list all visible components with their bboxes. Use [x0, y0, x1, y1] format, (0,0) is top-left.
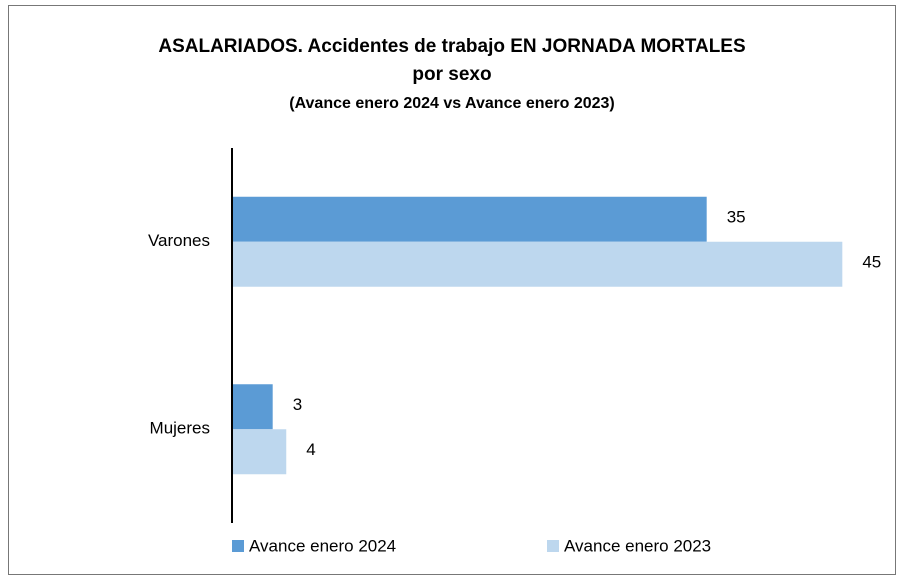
data-label: 45	[862, 253, 881, 272]
legend-label: Avance enero 2024	[249, 536, 396, 555]
legend-swatch	[547, 540, 559, 552]
bar	[232, 429, 287, 475]
legend-swatch	[232, 540, 244, 552]
bar	[232, 196, 707, 242]
chart-title-line2: por sexo	[412, 64, 491, 85]
legend-label: Avance enero 2023	[564, 536, 711, 555]
chart-title: ASALARIADOS. Accidentes de trabajo EN JO…	[158, 36, 745, 57]
data-label: 4	[306, 440, 315, 459]
data-label: 35	[727, 208, 746, 227]
bar	[232, 241, 843, 287]
chart-subtitle: (Avance enero 2024 vs Avance enero 2023)	[289, 95, 615, 112]
bar	[232, 384, 273, 430]
chart-frame	[8, 5, 896, 575]
data-label: 3	[293, 395, 302, 414]
y-tick-label: Mujeres	[150, 419, 210, 438]
y-tick-label: Varones	[148, 231, 210, 250]
